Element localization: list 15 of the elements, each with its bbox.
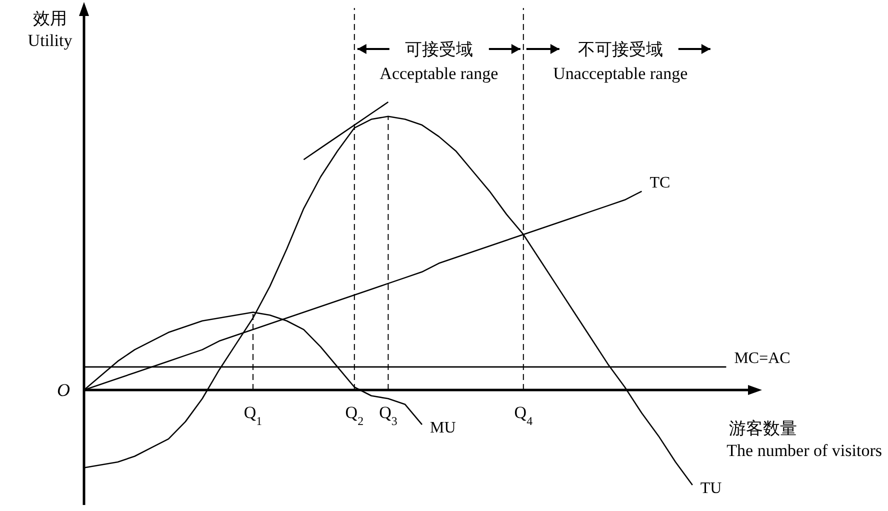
y-axis-title: 效用 Utility <box>28 9 73 50</box>
text: O <box>57 380 70 400</box>
text: 可接受域 <box>404 40 473 59</box>
text: Unacceptable range <box>553 64 688 83</box>
x-tick-label: Q$_{2}$ <box>345 403 364 428</box>
x-tick-label: Q$_{1}$ <box>244 403 262 428</box>
text: Acceptable range <box>380 64 498 83</box>
series-label: MC=AC <box>734 350 790 367</box>
x-tick-label: Q$_{3}$ <box>379 403 398 428</box>
series-label: TU <box>700 480 722 498</box>
series-label: MU <box>430 420 456 437</box>
x-tick-label: Q$_{4}$ <box>514 403 533 428</box>
x-axis-title: 游客数量 The number of visitors <box>726 419 882 460</box>
series-label: TC <box>650 174 670 192</box>
text: 不可接受域 <box>578 40 663 59</box>
